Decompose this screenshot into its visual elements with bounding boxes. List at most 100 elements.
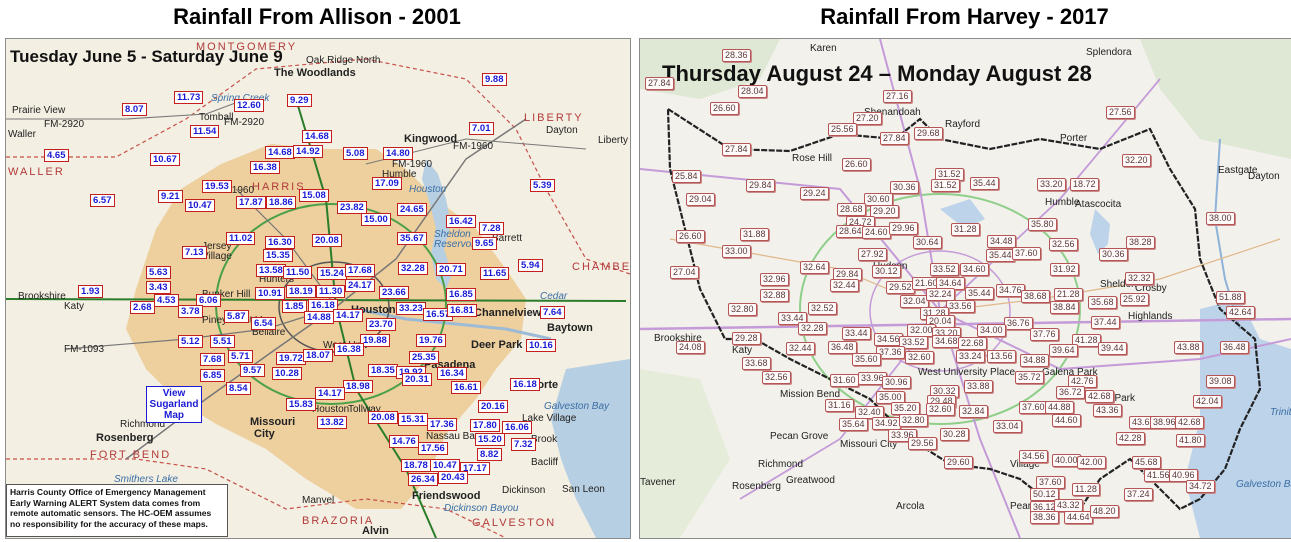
rain-gauge-value: 38.28 — [1126, 236, 1155, 249]
place-label: Dayton — [546, 125, 578, 136]
rain-gauge-value: 33.00 — [722, 245, 751, 258]
place-label: West University Place — [918, 367, 1016, 378]
place-label: Prairie View — [12, 105, 66, 116]
rain-gauge-value: 32.56 — [1049, 238, 1078, 251]
rain-gauge-value: 37.36 — [876, 346, 905, 359]
place-label: Shenandoah — [864, 107, 921, 118]
rain-gauge-value: 26.60 — [710, 102, 739, 115]
rain-gauge-value: 38.68 — [1021, 290, 1050, 303]
rain-gauge-value: 33.24 — [956, 350, 985, 363]
rain-gauge-value: 42.68 — [1175, 416, 1204, 429]
rain-gauge-value: 7.64 — [540, 306, 565, 319]
rain-gauge-value: 41.80 — [1176, 434, 1205, 447]
rain-gauge-value: 11.65 — [480, 267, 510, 280]
rain-gauge-value: 24.65 — [397, 203, 427, 216]
rain-gauge-value: 10.16 — [526, 339, 556, 352]
place-label: Porter — [1060, 133, 1088, 144]
allison-rainfall-map: Tuesday June 5 - Saturday June 9 MONTGOM… — [5, 38, 631, 539]
rain-gauge-value: 17.68 — [345, 264, 375, 277]
rain-gauge-value: 5.71 — [228, 350, 253, 363]
rain-gauge-value: 36.48 — [1220, 341, 1249, 354]
rain-gauge-value: 14.17 — [333, 309, 363, 322]
place-label: CHAMBERS — [572, 261, 631, 273]
rain-gauge-value: 14.92 — [293, 145, 323, 158]
place-label: Dayton — [1248, 171, 1280, 182]
rain-gauge-value: 42.64 — [1226, 306, 1255, 319]
rain-gauge-value: 27.84 — [645, 77, 674, 90]
rain-gauge-value: 14.76 — [389, 435, 419, 448]
rain-gauge-value: 32.60 — [905, 351, 934, 364]
harvey-rainfall-map: Thursday August 24 – Monday August 28 Ka… — [639, 38, 1291, 539]
rain-gauge-value: 42.28 — [1116, 432, 1145, 445]
rain-gauge-value: 31.16 — [825, 399, 854, 412]
rain-gauge-value: 34.56 — [1019, 450, 1048, 463]
rain-gauge-value: 22.68 — [958, 337, 987, 350]
rain-gauge-value: 10.67 — [150, 153, 180, 166]
place-label: Highlands — [1128, 311, 1173, 322]
place-label: Oak Ridge North — [306, 55, 381, 66]
rain-gauge-value: 30.36 — [1099, 248, 1128, 261]
rain-gauge-value: 32.96 — [760, 273, 789, 286]
rain-gauge-value: 42.68 — [1085, 390, 1114, 403]
rain-gauge-value: 38.36 — [1030, 511, 1059, 524]
rain-gauge-value: 7.68 — [200, 353, 225, 366]
place-label: Hunters — [259, 274, 295, 285]
rain-gauge-value: 11.30 — [316, 285, 346, 298]
rain-gauge-value: 15.83 — [286, 398, 316, 411]
rain-gauge-value: 18.07 — [303, 349, 333, 362]
rain-gauge-value: 15.08 — [299, 189, 329, 202]
view-sugarland-line: View — [162, 388, 186, 399]
rain-gauge-value: 17.36 — [427, 418, 457, 431]
rain-gauge-value: 28.68 — [837, 203, 866, 216]
rain-gauge-value: 32.56 — [762, 371, 791, 384]
place-label: The Woodlands — [274, 67, 356, 79]
rain-gauge-value: 29.24 — [800, 187, 829, 200]
rain-gauge-value: 26.34 — [408, 473, 438, 486]
rain-gauge-value: 45.68 — [1132, 456, 1161, 469]
rain-gauge-value: 33.68 — [742, 357, 771, 370]
rain-gauge-value: 33.20 — [1037, 178, 1066, 191]
rain-gauge-value: 33.56 — [946, 300, 975, 313]
place-label: Crosby — [1135, 283, 1167, 294]
place-label: Rosenberg — [732, 481, 781, 492]
place-label: FM-1960 — [214, 185, 255, 196]
rain-gauge-value: 16.38 — [334, 343, 364, 356]
rain-gauge-value: 8.07 — [122, 103, 147, 116]
rain-gauge-value: 37.24 — [1124, 488, 1153, 501]
rain-gauge-value: 18.98 — [343, 380, 373, 393]
rain-gauge-value: 29.84 — [746, 179, 775, 192]
place-label: Bacliff — [531, 457, 559, 468]
rain-gauge-value: 31.28 — [951, 223, 980, 236]
rain-gauge-value: 16.42 — [446, 215, 476, 228]
rain-gauge-value: 37.44 — [1091, 316, 1120, 329]
rain-gauge-value: 27.16 — [883, 90, 912, 103]
rain-gauge-value: 17.56 — [418, 442, 448, 455]
place-label: Waller — [8, 129, 36, 140]
rain-gauge-value: 25.84 — [672, 170, 701, 183]
rain-gauge-value: 1.93 — [78, 285, 103, 298]
rain-gauge-value: 18.72 — [1070, 178, 1099, 191]
rain-gauge-value: 13.58 — [256, 264, 286, 277]
rain-gauge-value: 29.52 — [886, 281, 915, 294]
rain-gauge-value: 48.20 — [1090, 505, 1119, 518]
rain-gauge-value: 14.17 — [315, 387, 345, 400]
rain-gauge-value: 24.08 — [676, 341, 705, 354]
place-label: Galena Park — [1042, 367, 1098, 378]
rain-gauge-value: 34.60 — [960, 263, 989, 276]
rain-gauge-value: 19.76 — [416, 334, 446, 347]
rain-gauge-value: 27.84 — [880, 132, 909, 145]
rain-gauge-value: 19.88 — [360, 334, 390, 347]
rain-gauge-value: 29.28 — [732, 332, 761, 345]
view-sugarland-map-link[interactable]: View Sugarland Map — [146, 386, 202, 423]
rain-gauge-value: 33.52 — [930, 263, 959, 276]
place-label: Cedar — [540, 291, 568, 302]
left-panel-title: Rainfall From Allison - 2001 — [173, 4, 461, 29]
rain-gauge-value: 33.23 — [396, 302, 426, 315]
rain-gauge-value: 5.51 — [210, 335, 235, 348]
rain-gauge-value: 13.56 — [987, 350, 1016, 363]
place-label: Mission Bend — [780, 389, 841, 400]
place-label: Galveston Bay — [544, 401, 610, 412]
place-label: Katy — [732, 345, 753, 356]
rain-gauge-value: 18.19 — [286, 285, 316, 298]
rain-gauge-value: 14.68 — [302, 130, 332, 143]
